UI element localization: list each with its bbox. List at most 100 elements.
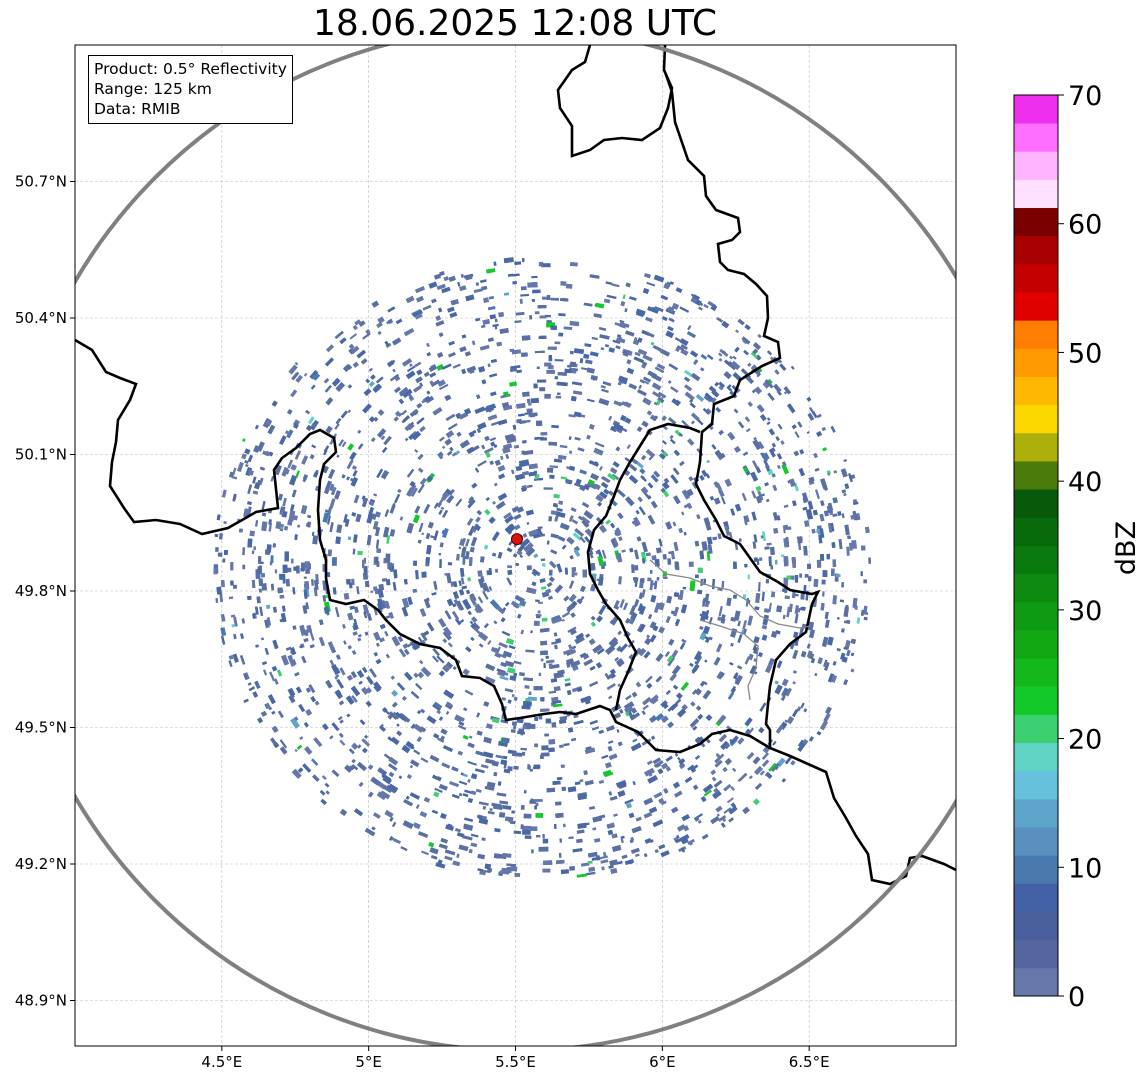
echo-pixel (784, 390, 788, 395)
echo-pixel (427, 521, 434, 529)
echo-pixel (230, 580, 234, 586)
echo-pixel (285, 646, 292, 651)
echo-pixel (634, 853, 640, 857)
echo-pixel (514, 320, 522, 324)
echo-pixel (368, 416, 376, 423)
echo-pixel (339, 719, 344, 724)
echo-pixel (578, 596, 585, 604)
echo-pixel (742, 594, 747, 599)
echo-pixel (767, 417, 771, 421)
echo-pixel (566, 608, 571, 613)
echo-pixel (737, 421, 745, 429)
echo-pixel (713, 779, 723, 788)
echo-pixel (744, 563, 748, 568)
echo-pixel (786, 403, 796, 414)
echo-pixel (511, 721, 518, 726)
echo-pixel (540, 754, 544, 759)
echo-pixel (219, 533, 223, 540)
echo-pixel (704, 593, 710, 604)
echo-pixel (559, 744, 564, 748)
echo-pixel (580, 862, 590, 867)
echo-pixel (486, 781, 496, 788)
echo-pixel (539, 533, 545, 537)
echo-pixel (536, 835, 541, 838)
echo-pixel (385, 615, 391, 619)
echo-pixel (447, 562, 453, 566)
echo-pixel (856, 617, 861, 624)
echo-pixel (820, 720, 828, 731)
echo-pixel (290, 504, 295, 512)
echo-pixel (611, 473, 620, 481)
echo-pixel (282, 564, 288, 574)
echo-pixel (651, 555, 657, 561)
echo-pixel (579, 358, 584, 364)
echo-pixel (437, 379, 446, 387)
echo-pixel (580, 367, 590, 371)
echo-pixel (757, 651, 763, 658)
echo-pixel (347, 536, 352, 541)
echo-pixel (508, 645, 516, 650)
echo-pixel (598, 604, 607, 616)
echo-pixel (485, 452, 491, 458)
echo-pixel (499, 800, 509, 805)
echo-pixel (268, 706, 273, 711)
echo-pixel (414, 449, 419, 454)
echo-pixel (272, 606, 278, 613)
echo-pixel (496, 606, 506, 615)
echo-pixel (415, 314, 423, 320)
echo-pixel (391, 821, 397, 828)
echo-pixel (462, 773, 468, 778)
echo-pixel (487, 306, 496, 311)
echo-pixel (290, 717, 300, 729)
echo-pixel (840, 468, 848, 478)
echo-pixel (709, 495, 715, 501)
echo-pixel (339, 808, 348, 817)
echo-pixel (832, 497, 839, 504)
echo-pixel (783, 386, 792, 395)
echo-pixel (512, 553, 518, 558)
echo-pixel (756, 404, 765, 413)
echo-pixel (747, 362, 752, 368)
echo-pixel (416, 295, 424, 303)
echo-pixel (470, 833, 479, 838)
echo-pixel (690, 350, 699, 358)
echo-pixel (585, 746, 592, 751)
echo-pixel (800, 650, 807, 658)
echo-pixel (442, 630, 452, 641)
echo-pixel (433, 791, 440, 798)
echo-pixel (438, 670, 446, 677)
echo-pixel (507, 766, 513, 772)
echo-pixel (561, 786, 567, 792)
echo-pixel (522, 391, 530, 397)
echo-pixel (432, 704, 441, 712)
echo-pixel (705, 408, 712, 415)
echo-pixel (528, 529, 539, 537)
echo-pixel (482, 805, 487, 810)
echo-pixel (520, 352, 528, 357)
echo-pixel (421, 532, 425, 536)
echo-pixel (533, 686, 543, 691)
echo-pixel (827, 473, 831, 476)
echo-pixel (830, 522, 835, 532)
echo-pixel (680, 344, 688, 350)
echo-pixel (511, 469, 515, 475)
echo-pixel (539, 578, 546, 583)
echo-pixel (757, 582, 761, 592)
echo-pixel (571, 381, 583, 386)
echo-pixel (280, 526, 284, 530)
echo-pixel (326, 344, 334, 353)
echo-pixel (737, 620, 741, 627)
echo-pixel (419, 811, 428, 818)
echo-pixel (364, 631, 369, 636)
echo-pixel (816, 413, 822, 419)
echo-pixel (529, 315, 533, 320)
echo-pixel (807, 576, 812, 582)
echo-pixel (637, 603, 643, 612)
echo-pixel (616, 645, 622, 652)
echo-pixel (528, 691, 532, 695)
echo-pixel (689, 580, 696, 591)
echo-pixel (670, 386, 679, 393)
echo-pixel (377, 428, 387, 438)
echo-pixel (756, 372, 762, 378)
echo-pixel (753, 557, 758, 562)
